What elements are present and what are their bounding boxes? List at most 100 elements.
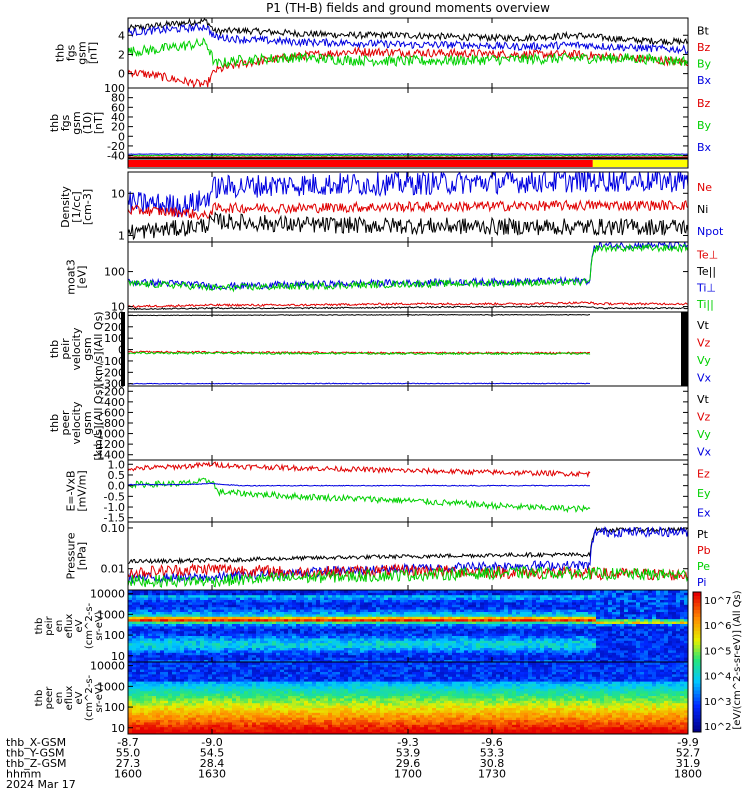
spectrogram-cell bbox=[140, 647, 145, 651]
spectrogram-cell bbox=[352, 609, 357, 612]
spectrogram-cell bbox=[560, 609, 565, 612]
spectrogram-cell bbox=[480, 621, 485, 624]
spectrogram-cell bbox=[360, 614, 365, 617]
spectrogram-cell bbox=[344, 618, 349, 622]
spectrogram-cell bbox=[628, 599, 633, 603]
spectrogram-cell bbox=[292, 640, 297, 644]
spectrogram-cell bbox=[292, 647, 297, 651]
spectrogram-cell bbox=[364, 592, 369, 596]
spectrogram-cell bbox=[624, 602, 629, 605]
spectrogram-cell bbox=[224, 630, 229, 634]
spectrogram-cell bbox=[408, 638, 413, 641]
spectrogram-cell bbox=[452, 614, 457, 617]
spectrogram-cell bbox=[208, 659, 213, 663]
spectrogram-cell bbox=[412, 611, 417, 615]
spectrogram-cell bbox=[196, 609, 201, 612]
spectrogram-cell bbox=[324, 642, 329, 646]
spectrogram-cell bbox=[156, 683, 161, 687]
spectrogram-cell bbox=[352, 645, 357, 648]
spectrogram-cell bbox=[644, 635, 649, 639]
spectrogram-cell bbox=[188, 626, 193, 629]
spectrogram-cell bbox=[152, 652, 157, 656]
spectrogram-cell bbox=[512, 628, 517, 632]
spectrogram-cell bbox=[644, 618, 649, 622]
spectrogram-cell bbox=[620, 606, 625, 610]
spectrogram-cell bbox=[464, 650, 469, 653]
spectrogram-cell bbox=[348, 616, 353, 620]
spectrogram-cell bbox=[184, 724, 189, 728]
spectrogram-cell bbox=[140, 712, 145, 716]
spectrogram-cell bbox=[488, 654, 493, 658]
spectrogram-cell bbox=[140, 683, 145, 687]
spectrogram-cell bbox=[408, 654, 413, 658]
spectrogram-cell bbox=[168, 623, 173, 627]
spectrogram-cell bbox=[164, 647, 169, 651]
spectrogram-cell bbox=[632, 606, 637, 610]
spectrogram-cell bbox=[236, 635, 241, 639]
spectrogram-cell bbox=[560, 645, 565, 648]
spectrogram-cell bbox=[340, 654, 345, 658]
spectrogram-cell bbox=[352, 623, 357, 627]
spectrogram-cell bbox=[140, 623, 145, 627]
spectrogram-cell bbox=[428, 650, 433, 653]
spectrogram-cell bbox=[672, 630, 677, 634]
spectrogram-cell bbox=[596, 616, 601, 620]
spectrogram-cell bbox=[316, 640, 321, 644]
spectrogram-cell bbox=[436, 630, 441, 634]
spectrogram-cell bbox=[144, 650, 149, 653]
spectrogram-cell bbox=[452, 611, 457, 615]
spectrogram-cell bbox=[600, 618, 605, 622]
spectrogram-cell bbox=[320, 614, 325, 617]
spectrogram-cell bbox=[240, 618, 245, 622]
spectrogram-cell bbox=[596, 592, 601, 596]
spectrogram-cell bbox=[376, 597, 381, 600]
spectrogram-cell bbox=[504, 602, 509, 605]
spectrogram-cell bbox=[496, 635, 501, 639]
spectrogram-cell bbox=[144, 633, 149, 636]
spectrogram-cell bbox=[612, 594, 617, 598]
spectrogram-cell bbox=[180, 695, 185, 699]
spectrogram-cell bbox=[660, 659, 665, 663]
spectrogram-cell bbox=[348, 611, 353, 615]
spectrogram-cell bbox=[380, 638, 385, 641]
spectrogram-cell bbox=[512, 594, 517, 598]
spectrogram-cell bbox=[676, 635, 681, 639]
spectrogram-cell bbox=[532, 659, 537, 663]
spectrogram-cell bbox=[372, 633, 377, 636]
spectrogram-cell bbox=[440, 647, 445, 651]
spectrogram-cell bbox=[456, 628, 461, 632]
spectrogram-cell bbox=[300, 616, 305, 620]
spectrogram-cell bbox=[400, 645, 405, 648]
spectrogram-cell bbox=[588, 597, 593, 600]
spectrogram-cell bbox=[432, 645, 437, 648]
spectrogram-cell bbox=[552, 611, 557, 615]
y-axis-label: [km/s](All Qs) bbox=[92, 385, 105, 460]
spectrogram-cell bbox=[220, 645, 225, 648]
spectrogram-cell bbox=[288, 654, 293, 658]
spectrogram-cell bbox=[240, 635, 245, 639]
spectrogram-cell bbox=[216, 597, 221, 600]
spectrogram-cell bbox=[568, 657, 573, 660]
spectrogram-cell bbox=[676, 618, 681, 622]
spectrogram-cell bbox=[684, 657, 689, 660]
spectrogram-cell bbox=[592, 602, 597, 605]
spectrogram-cell bbox=[156, 635, 161, 639]
spectrogram-cell bbox=[148, 676, 153, 680]
spectrogram-cell bbox=[364, 590, 369, 593]
spectrogram-cell bbox=[576, 633, 581, 636]
spectrogram-cell bbox=[352, 592, 357, 596]
spectrogram-cell bbox=[232, 642, 237, 646]
spectrogram-cell bbox=[488, 642, 493, 646]
spectrogram-cell bbox=[332, 614, 337, 617]
spectrogram-cell bbox=[400, 592, 405, 596]
spectrogram-cell bbox=[144, 666, 149, 670]
spectrogram-cell bbox=[392, 592, 397, 596]
spectrogram-cell bbox=[196, 592, 201, 596]
spectrogram-cell bbox=[200, 590, 205, 593]
spectrogram-cell bbox=[308, 623, 313, 627]
spectrogram-cell bbox=[672, 638, 677, 641]
spectrogram-cell bbox=[408, 592, 413, 596]
spectrogram-cell bbox=[344, 626, 349, 629]
spectrogram-cell bbox=[352, 635, 357, 639]
